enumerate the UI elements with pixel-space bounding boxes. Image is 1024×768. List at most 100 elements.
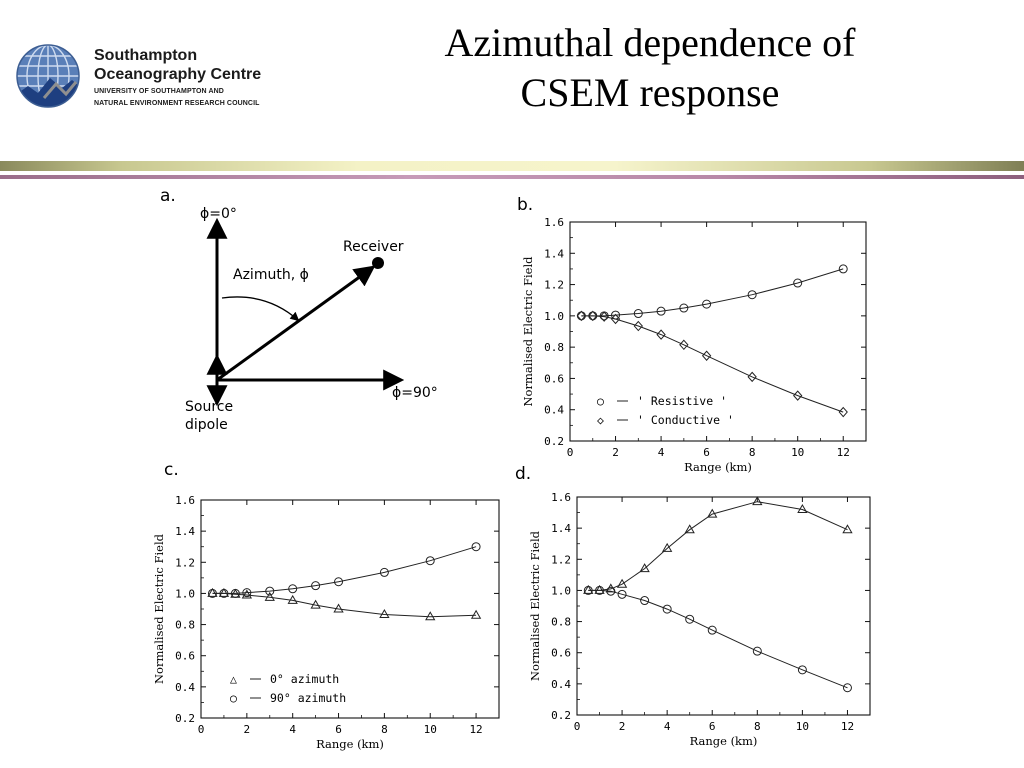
logo-name-line1: Southampton — [94, 47, 198, 64]
panel-label-c: c. — [164, 460, 179, 480]
series-line-c-1 — [212, 546, 477, 594]
x-tick-label: 8 — [754, 720, 761, 733]
data-point-triangle — [218, 587, 230, 597]
data-point-circle — [656, 306, 666, 316]
x-tick-label: 10 — [424, 723, 437, 736]
y-tick-label: 0.8 — [551, 616, 571, 629]
receiver-direction-arrow — [216, 265, 376, 382]
panel-a-diagram: a. ϕ=0° Receiver Azimuth, ϕ ϕ=90° Source… — [160, 186, 438, 433]
chart-c: c. 0 2 4 6 8 10 12 0.2 0.4 0.6 0.8 1.0 1.2 1.4 1.6 Range… — [152, 460, 500, 751]
logo-name-line2: Oceanography Centre — [94, 66, 262, 83]
data-point-circle — [219, 588, 229, 598]
x-tick-label: 0 — [567, 446, 574, 459]
x-tick-label: 0 — [198, 723, 205, 736]
data-point-circle — [606, 586, 616, 596]
data-point-triangle — [684, 524, 695, 534]
data-point-circle — [288, 584, 298, 594]
logo-sub-line1: UNIVERSITY OF SOUTHAMPTON AND — [94, 88, 224, 95]
plot-frame-c — [200, 499, 500, 719]
data-point-circle — [838, 264, 848, 274]
panel-label-d: d. — [515, 464, 531, 484]
data-point-triangle — [842, 524, 853, 534]
data-point-circle — [207, 588, 217, 598]
panel-a-label: a. — [160, 186, 176, 206]
legend-symbol-diamond: ◇ — [597, 413, 604, 427]
x-tick-label: 2 — [612, 446, 619, 459]
source-label-line1: Source — [185, 399, 233, 415]
globe-logo-icon — [16, 44, 80, 108]
data-point-circle — [793, 278, 803, 288]
y-tick-label: 1.2 — [544, 279, 564, 292]
legend-entry-label: 90° azimuth — [270, 691, 346, 705]
y-axis-label: Normalised Electric Field — [521, 256, 535, 407]
data-point-circle — [633, 309, 643, 319]
legend-entry-label: ' Conductive ' — [637, 413, 734, 427]
legend-symbol-circle: ○ — [230, 691, 237, 705]
x-tick-label: 8 — [749, 446, 756, 459]
y-tick-label: 0.8 — [544, 341, 564, 354]
x-tick-label: 12 — [841, 720, 854, 733]
x-tick-label: 4 — [658, 446, 665, 459]
x-axis-label: Range (km) — [690, 734, 758, 748]
series-line-c-0 — [212, 592, 477, 618]
y-tick-label: 0.4 — [175, 681, 195, 694]
plot-frame-d — [576, 496, 871, 716]
logo-sub-line2: NATURAL ENVIRONMENT RESEARCH COUNCIL — [94, 100, 260, 107]
slide-title: Azimuthal dependence of CSEM response — [340, 18, 960, 118]
legend-symbol-circle: ○ — [597, 394, 604, 408]
y-tick-label: 1.6 — [175, 494, 195, 507]
x-tick-label: 6 — [335, 723, 342, 736]
data-point-diamond — [747, 371, 757, 383]
data-point-circle — [334, 577, 344, 587]
y-tick-label: 1.6 — [551, 491, 571, 504]
soc-logo: Southampton Oceanography Centre UNIVERSI… — [14, 38, 314, 118]
data-point-triangle — [310, 599, 321, 609]
series-line-b-0 — [581, 268, 844, 317]
data-point-diamond — [793, 390, 803, 401]
data-point-triangle — [207, 587, 218, 597]
y-tick-label: 1.0 — [175, 587, 195, 600]
chart-b: b. 0 2 4 6 8 10 12 0.2 0.4 0.6 0.8 1.0 1.2 1.4 1.6 Range… — [517, 195, 867, 474]
x-tick-label: 2 — [619, 720, 626, 733]
legend-entry-label: 0° azimuth — [270, 672, 339, 686]
y-tick-label: 1.0 — [551, 584, 571, 597]
data-point-triangle — [594, 584, 605, 594]
data-point-circle — [230, 588, 240, 598]
receiver-dot — [372, 257, 384, 269]
data-point-triangle — [639, 563, 650, 573]
slide-title-line2: CSEM response — [520, 70, 780, 115]
series-line-d-0 — [588, 501, 848, 591]
data-point-diamond — [599, 311, 609, 322]
header-rule-mauve — [0, 175, 1024, 179]
receiver-label: Receiver — [343, 239, 404, 255]
x-tick-label: 12 — [469, 723, 482, 736]
data-point-triangle — [707, 508, 718, 518]
data-point-circle — [747, 290, 757, 300]
legend-entry-label: ' Resistive ' — [637, 394, 727, 408]
source-label-line2: dipole — [185, 417, 228, 433]
y-tick-label: 1.6 — [544, 216, 564, 229]
data-point-circle — [617, 589, 627, 599]
y-tick-label: 0.6 — [544, 372, 564, 385]
data-point-diamond — [610, 313, 621, 325]
data-point-triangle — [616, 578, 628, 588]
y-tick-label: 1.4 — [175, 525, 195, 538]
y-tick-label: 1.4 — [544, 247, 564, 260]
slide-title-line1: Azimuthal dependence of — [444, 20, 856, 65]
x-tick-label: 0 — [574, 720, 581, 733]
legend-symbol-triangle: △ — [230, 672, 237, 686]
y-tick-label: 0.2 — [544, 435, 564, 448]
data-point-diamond — [838, 406, 848, 418]
data-point-triangle — [661, 542, 673, 552]
data-point-circle — [752, 646, 762, 656]
data-point-circle — [662, 604, 672, 614]
data-point-triangle — [379, 608, 390, 618]
data-point-circle — [640, 596, 650, 606]
data-point-circle — [583, 585, 593, 595]
data-point-triangle — [797, 503, 808, 513]
y-tick-label: 1.2 — [175, 556, 195, 569]
data-point-triangle — [470, 609, 482, 619]
y-tick-label: 1.4 — [551, 522, 571, 535]
x-tick-label: 6 — [703, 446, 710, 459]
